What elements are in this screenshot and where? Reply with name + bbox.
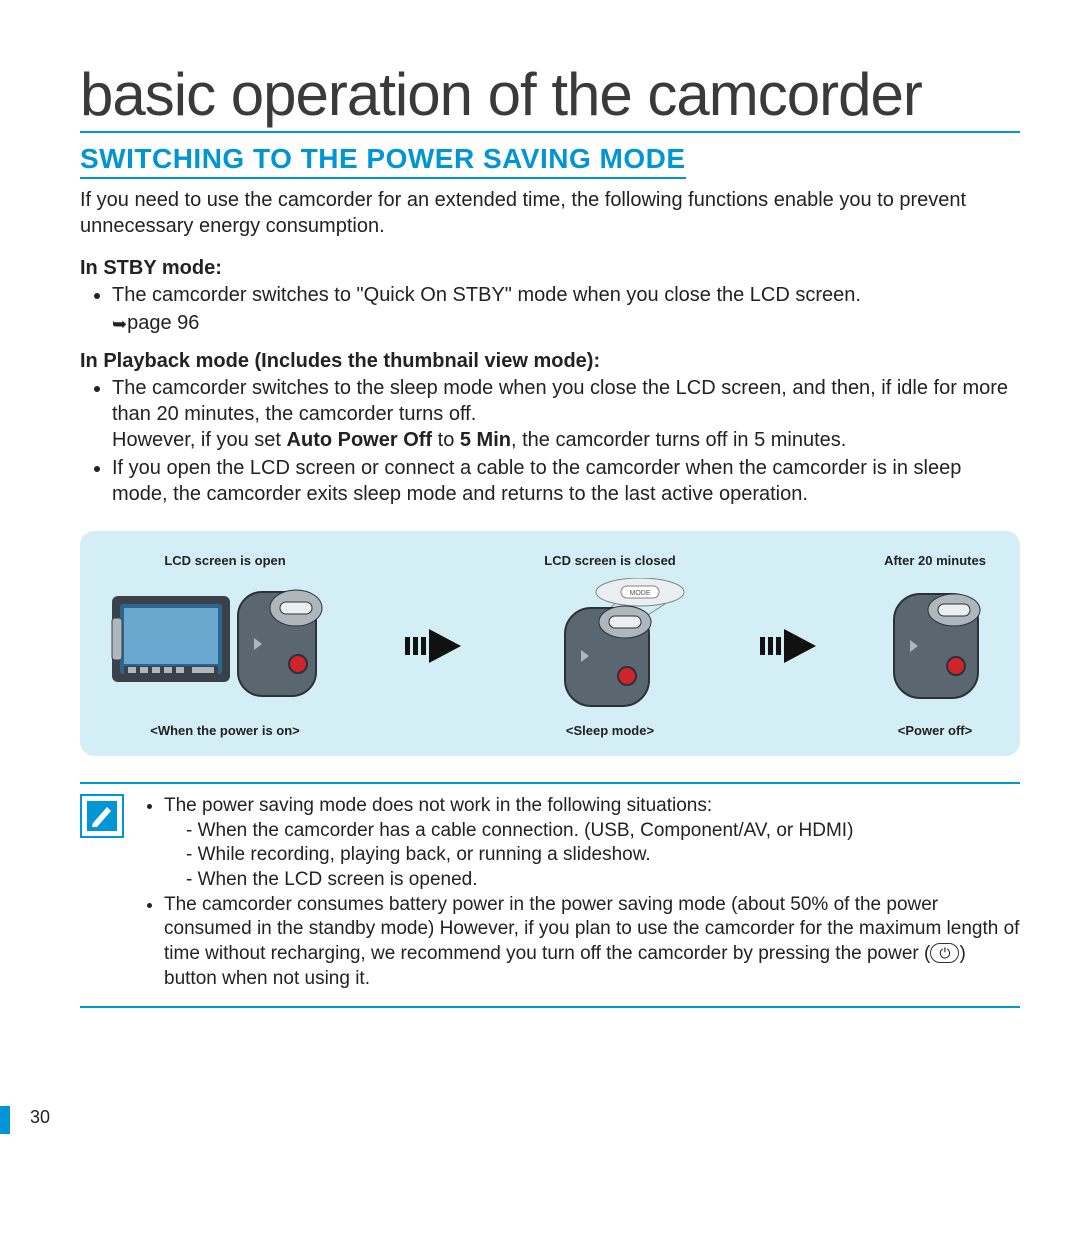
manual-page: basic operation of the camcorder SWITCHI…: [0, 0, 1080, 1168]
stage2-bottom-label: <Sleep mode>: [525, 723, 695, 738]
playback-bullet-1a: The camcorder switches to the sleep mode…: [112, 377, 1008, 425]
note-sub-1a: When the camcorder has a cable connectio…: [186, 819, 1020, 844]
diagram-stage-open: LCD screen is open: [110, 553, 340, 738]
power-button-icon: ⏻: [930, 943, 959, 963]
note-sub-1b: While recording, playing back, or runnin…: [186, 843, 1020, 868]
stby-heading: In STBY mode:: [80, 257, 1020, 280]
page-reference: ➥page 96: [112, 310, 199, 336]
stby-bullet-text: The camcorder switches to "Quick On STBY…: [112, 284, 861, 306]
stage3-bottom-label: <Power off>: [880, 723, 990, 738]
stby-list: The camcorder switches to "Quick On STBY…: [80, 282, 1020, 336]
section-heading: SWITCHING TO THE POWER SAVING MODE: [80, 143, 686, 179]
note-sub-1c: When the LCD screen is opened.: [186, 868, 1020, 893]
intro-paragraph: If you need to use the camcorder for an …: [80, 187, 1020, 239]
page-footer: 30: [80, 1098, 1020, 1128]
diagram-stage-sleep: LCD screen is closed MODE <Slee: [525, 553, 695, 738]
note-bullet-2: The camcorder consumes battery power in …: [164, 893, 1020, 992]
stby-bullet: The camcorder switches to "Quick On STBY…: [112, 282, 1020, 336]
note-body: The power saving mode does not work in t…: [142, 794, 1020, 992]
svg-text:MODE: MODE: [630, 590, 651, 597]
diagram-panel: LCD screen is open: [80, 531, 1020, 756]
stage1-top-label: LCD screen is open: [110, 553, 340, 568]
camcorder-sleep-icon: MODE: [525, 578, 695, 713]
playback-bullet-2: If you open the LCD screen or connect a …: [112, 455, 1020, 507]
stage3-top-label: After 20 minutes: [880, 553, 990, 568]
stage2-top-label: LCD screen is closed: [525, 553, 695, 568]
playback-heading: In Playback mode (Includes the thumbnail…: [80, 350, 1020, 373]
arrow-icon: ➥: [112, 314, 127, 334]
note-box: The power saving mode does not work in t…: [80, 782, 1020, 1008]
diagram-stage-off: After 20 minutes <Power off>: [880, 553, 990, 738]
stage1-bottom-label: <When the power is on>: [110, 723, 340, 738]
camcorder-open-icon: [110, 578, 340, 713]
camcorder-off-icon: [880, 578, 990, 713]
playback-bullet-1: The camcorder switches to the sleep mode…: [112, 375, 1020, 453]
page-tab: [0, 1106, 10, 1134]
note-icon: [80, 794, 124, 838]
transition-arrow-icon: [754, 629, 822, 663]
page-reference-text: page 96: [127, 312, 199, 334]
playback-bullet-1b: However, if you set Auto Power Off to 5 …: [112, 429, 846, 451]
page-number: 30: [30, 1107, 50, 1128]
playback-list: The camcorder switches to the sleep mode…: [80, 375, 1020, 507]
note-bullet-1: The power saving mode does not work in t…: [164, 794, 1020, 893]
page-title: basic operation of the camcorder: [80, 60, 1020, 133]
transition-arrow-icon: [399, 629, 467, 663]
